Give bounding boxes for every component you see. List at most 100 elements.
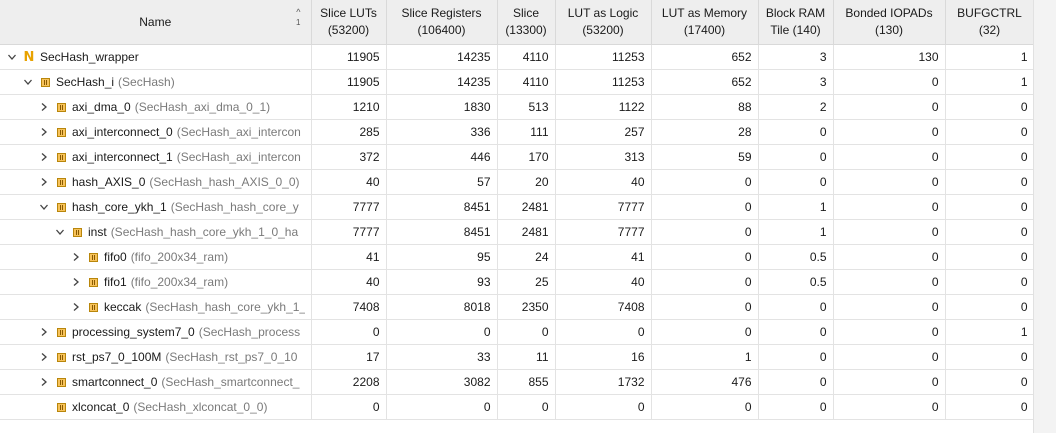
table-row[interactable]: hash_core_ykh_1 (SecHash_hash_core_y 7777 8… xyxy=(0,194,1035,220)
tree-node[interactable]: xlconcat_0 (SecHash_xlconcat_0_0) xyxy=(0,395,305,419)
cell-slice: 2481 xyxy=(497,194,556,220)
cell-lut-as-logic: 1122 xyxy=(555,94,652,120)
chevron-down-icon[interactable] xyxy=(53,225,67,239)
table-row[interactable]: keccak (SecHash_hash_core_ykh_1_ 7408 8018 2… xyxy=(0,294,1035,320)
cell-lut-as-logic: 11253 xyxy=(555,69,652,95)
table-row[interactable]: N SecHash_wrapper 11905 14235 4110 11253 652 3 1… xyxy=(0,44,1035,70)
table-row[interactable]: inst (SecHash_hash_core_ykh_1_0_ha 7777 845… xyxy=(0,219,1035,245)
chevron-right-icon[interactable] xyxy=(69,275,83,289)
tree-node[interactable]: keccak (SecHash_hash_core_ykh_1_ xyxy=(0,295,305,319)
sort-ascending-icon: ^ xyxy=(296,7,301,17)
module-icon xyxy=(55,101,67,113)
tree-node[interactable]: smartconnect_0 (SecHash_smartconnect_ xyxy=(0,370,305,394)
cell-bonded-iopads: 0 xyxy=(833,69,946,95)
chevron-right-icon[interactable] xyxy=(37,325,51,339)
table-row[interactable]: rst_ps7_0_100M (SecHash_rst_ps7_0_10 17 33 1… xyxy=(0,344,1035,370)
cell-slice-registers: 336 xyxy=(386,119,498,145)
tree-node[interactable]: rst_ps7_0_100M (SecHash_rst_ps7_0_10 xyxy=(0,345,305,369)
column-header-slice-luts[interactable]: Slice LUTs (53200) xyxy=(311,0,387,45)
name-cell[interactable]: xlconcat_0 (SecHash_xlconcat_0_0) xyxy=(0,394,312,420)
table-row[interactable]: fifo0 (fifo_200x34_ram) 41 95 24 41 0 0.5 0 0 xyxy=(0,244,1035,270)
column-header-bonded-iopads[interactable]: Bonded IOPADs (130) xyxy=(833,0,946,45)
name-cell[interactable]: SecHash_i (SecHash) xyxy=(0,69,312,95)
cell-slice-luts: 7777 xyxy=(311,194,387,220)
name-cell[interactable]: fifo0 (fifo_200x34_ram) xyxy=(0,244,312,270)
name-cell[interactable]: inst (SecHash_hash_core_ykh_1_0_ha xyxy=(0,219,312,245)
chevron-down-icon[interactable] xyxy=(21,75,35,89)
column-header-block-ram-tile[interactable]: Block RAM Tile (140) xyxy=(758,0,834,45)
cell-bufgctrl: 1 xyxy=(945,319,1035,345)
tree-node[interactable]: fifo1 (fifo_200x34_ram) xyxy=(0,270,305,294)
tree-node[interactable]: axi_dma_0 (SecHash_axi_dma_0_1) xyxy=(0,95,305,119)
name-cell[interactable]: axi_interconnect_1 (SecHash_axi_intercon xyxy=(0,144,312,170)
module-icon xyxy=(71,226,83,238)
column-header-slice[interactable]: Slice (13300) xyxy=(497,0,556,45)
module-icon-shape xyxy=(56,352,66,362)
table-row[interactable]: xlconcat_0 (SecHash_xlconcat_0_0) 0 0 0 0 0 0 0 0 xyxy=(0,394,1035,420)
cell-bonded-iopads: 0 xyxy=(833,269,946,295)
cell-lut-as-logic: 7777 xyxy=(555,219,652,245)
cell-lut-as-memory: 652 xyxy=(651,69,759,95)
sort-index-label: 1 xyxy=(296,18,301,27)
name-cell[interactable]: hash_AXIS_0 (SecHash_hash_AXIS_0_0) xyxy=(0,169,312,195)
name-cell[interactable]: axi_interconnect_0 (SecHash_axi_intercon xyxy=(0,119,312,145)
module-icon-shape xyxy=(56,327,66,337)
column-header-line2: (13300) xyxy=(505,23,547,37)
chevron-right-icon[interactable] xyxy=(37,150,51,164)
column-header-bufgctrl[interactable]: BUFGCTRL (32) xyxy=(945,0,1035,45)
tree-node[interactable]: hash_AXIS_0 (SecHash_hash_AXIS_0_0) xyxy=(0,170,305,194)
table-row[interactable]: SecHash_i (SecHash) 11905 14235 4110 11253 652… xyxy=(0,69,1035,95)
tree-node[interactable]: axi_interconnect_1 (SecHash_axi_intercon xyxy=(0,145,305,169)
cell-block-ram-tile: 0.5 xyxy=(758,244,834,270)
column-header-line2: (32) xyxy=(978,23,1001,37)
column-header-lut-as-logic[interactable]: LUT as Logic (53200) xyxy=(555,0,652,45)
cell-bonded-iopads: 0 xyxy=(833,294,946,320)
column-header-name[interactable]: Name ^ 1 xyxy=(0,0,312,45)
name-cell[interactable]: N SecHash_wrapper xyxy=(0,44,312,70)
instance-name: fifo1 xyxy=(104,275,127,289)
column-header-slice-registers[interactable]: Slice Registers (106400) xyxy=(386,0,498,45)
table-row[interactable]: hash_AXIS_0 (SecHash_hash_AXIS_0_0) 40 57 20… xyxy=(0,169,1035,195)
table-row[interactable]: processing_system7_0 (SecHash_process 0 0 0 0… xyxy=(0,319,1035,345)
name-cell[interactable]: fifo1 (fifo_200x34_ram) xyxy=(0,269,312,295)
chevron-right-icon[interactable] xyxy=(37,125,51,139)
cell-lut-as-logic: 11253 xyxy=(555,44,652,70)
column-header-lut-as-memory[interactable]: LUT as Memory (17400) xyxy=(651,0,759,45)
chevron-down-icon[interactable] xyxy=(37,200,51,214)
chevron-down-icon[interactable] xyxy=(5,50,19,64)
chevron-right-icon[interactable] xyxy=(37,375,51,389)
vertical-scrollbar[interactable] xyxy=(1033,0,1056,433)
chevron-right-icon[interactable] xyxy=(37,350,51,364)
name-cell[interactable]: smartconnect_0 (SecHash_smartconnect_ xyxy=(0,369,312,395)
tree-node[interactable]: inst (SecHash_hash_core_ykh_1_0_ha xyxy=(0,220,305,244)
name-cell[interactable]: axi_dma_0 (SecHash_axi_dma_0_1) xyxy=(0,94,312,120)
tree-node[interactable]: hash_core_ykh_1 (SecHash_hash_core_y xyxy=(0,195,305,219)
cell-bufgctrl: 0 xyxy=(945,394,1035,420)
chevron-right-icon[interactable] xyxy=(37,175,51,189)
chevron-right-icon[interactable] xyxy=(37,100,51,114)
tree-node[interactable]: SecHash_i (SecHash) xyxy=(0,70,305,94)
tree-node[interactable]: processing_system7_0 (SecHash_process xyxy=(0,320,305,344)
cell-slice: 513 xyxy=(497,94,556,120)
cell-bufgctrl: 0 xyxy=(945,169,1035,195)
cell-block-ram-tile: 1 xyxy=(758,194,834,220)
table-row[interactable]: fifo1 (fifo_200x34_ram) 40 93 25 40 0 0.5 0 0 xyxy=(0,269,1035,295)
table-row[interactable]: smartconnect_0 (SecHash_smartconnect_ 2208… xyxy=(0,369,1035,395)
name-cell[interactable]: processing_system7_0 (SecHash_process xyxy=(0,319,312,345)
tree-node[interactable]: N SecHash_wrapper xyxy=(0,45,305,69)
name-cell[interactable]: keccak (SecHash_hash_core_ykh_1_ xyxy=(0,294,312,320)
table-row[interactable]: axi_dma_0 (SecHash_axi_dma_0_1) 1210 1830 51… xyxy=(0,94,1035,120)
table-row[interactable]: axi_interconnect_1 (SecHash_axi_intercon 3… xyxy=(0,144,1035,170)
name-cell[interactable]: hash_core_ykh_1 (SecHash_hash_core_y xyxy=(0,194,312,220)
chevron-right-icon[interactable] xyxy=(69,300,83,314)
chevron-right-icon[interactable] xyxy=(69,250,83,264)
cell-slice: 0 xyxy=(497,319,556,345)
name-cell[interactable]: rst_ps7_0_100M (SecHash_rst_ps7_0_10 xyxy=(0,344,312,370)
cell-slice-registers: 33 xyxy=(386,344,498,370)
tree-node[interactable]: fifo0 (fifo_200x34_ram) xyxy=(0,245,305,269)
module-icon xyxy=(55,401,67,413)
tree-node[interactable]: axi_interconnect_0 (SecHash_axi_intercon xyxy=(0,120,305,144)
table-row[interactable]: axi_interconnect_0 (SecHash_axi_intercon 2… xyxy=(0,119,1035,145)
module-icon-shape xyxy=(56,402,66,412)
